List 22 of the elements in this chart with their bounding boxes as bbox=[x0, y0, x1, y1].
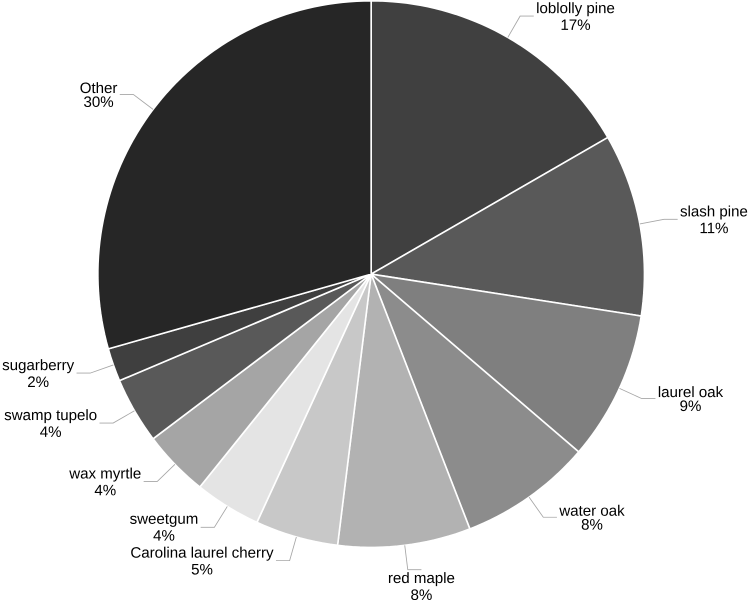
slice-label: loblolly pine bbox=[537, 2, 614, 16]
data-label: 9% bbox=[680, 400, 701, 412]
slice-label: water oak bbox=[559, 504, 625, 516]
slice-label: sugarberry bbox=[2, 359, 74, 374]
data-label: 8% bbox=[411, 589, 432, 600]
data-label: 4% bbox=[40, 426, 61, 437]
data-label: 4% bbox=[94, 484, 116, 496]
data-label: 8% bbox=[582, 518, 602, 530]
slice-label: Other bbox=[80, 82, 118, 94]
slice-label: laurel oak bbox=[658, 386, 724, 398]
slice-label: red maple bbox=[388, 572, 454, 586]
data-label: 4% bbox=[153, 530, 174, 541]
slice-label: wax myrtle bbox=[69, 467, 141, 482]
slice-label: sweetgum bbox=[130, 514, 198, 527]
slice-label: swamp tupelo bbox=[4, 409, 96, 424]
data-label: 30% bbox=[84, 96, 114, 107]
data-label: 11% bbox=[700, 222, 728, 234]
slice-label: Carolina laurel cherry bbox=[131, 546, 274, 561]
data-label: 2% bbox=[28, 376, 49, 387]
data-label: 5% bbox=[192, 564, 212, 574]
slice-label: slash pine bbox=[680, 205, 748, 220]
data-label: 17% bbox=[562, 19, 590, 30]
